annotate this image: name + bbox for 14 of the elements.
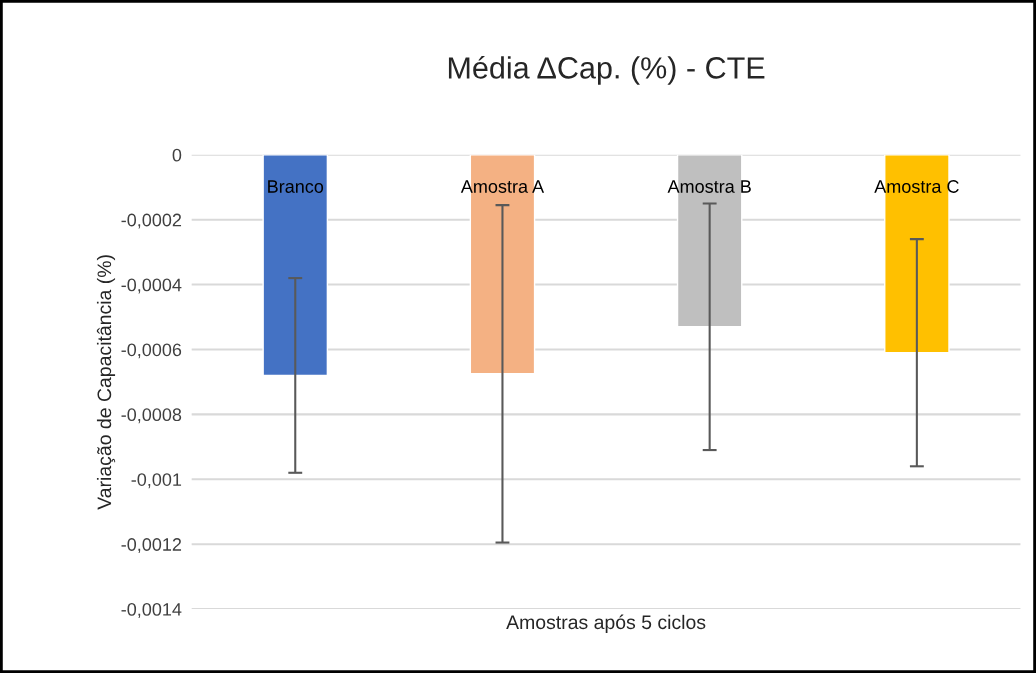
x-tick-label: Amostra A [460, 180, 545, 193]
y-tick-label: -0,0006 [121, 343, 182, 359]
chart-title: Média ΔCap. (%) - CTE [448, 55, 765, 85]
x-axis-title: Amostras após 5 ciclos [506, 614, 706, 633]
y-tick-label: -0,0004 [121, 278, 182, 294]
x-tick-label: Amostra B [667, 180, 751, 193]
y-tick-label: -0,0014 [121, 603, 182, 618]
y-tick-label: -0,0008 [121, 408, 182, 424]
x-tick-label: Branco [268, 180, 324, 193]
y-tick-label: -0,0012 [121, 538, 182, 554]
y-tick-label: -0,0002 [121, 213, 182, 229]
y-axis-title: Variação de Capacitância (%) [96, 255, 116, 510]
y-tick-label: -0,001 [131, 473, 182, 489]
y-tick-label: 0 [172, 148, 182, 162]
